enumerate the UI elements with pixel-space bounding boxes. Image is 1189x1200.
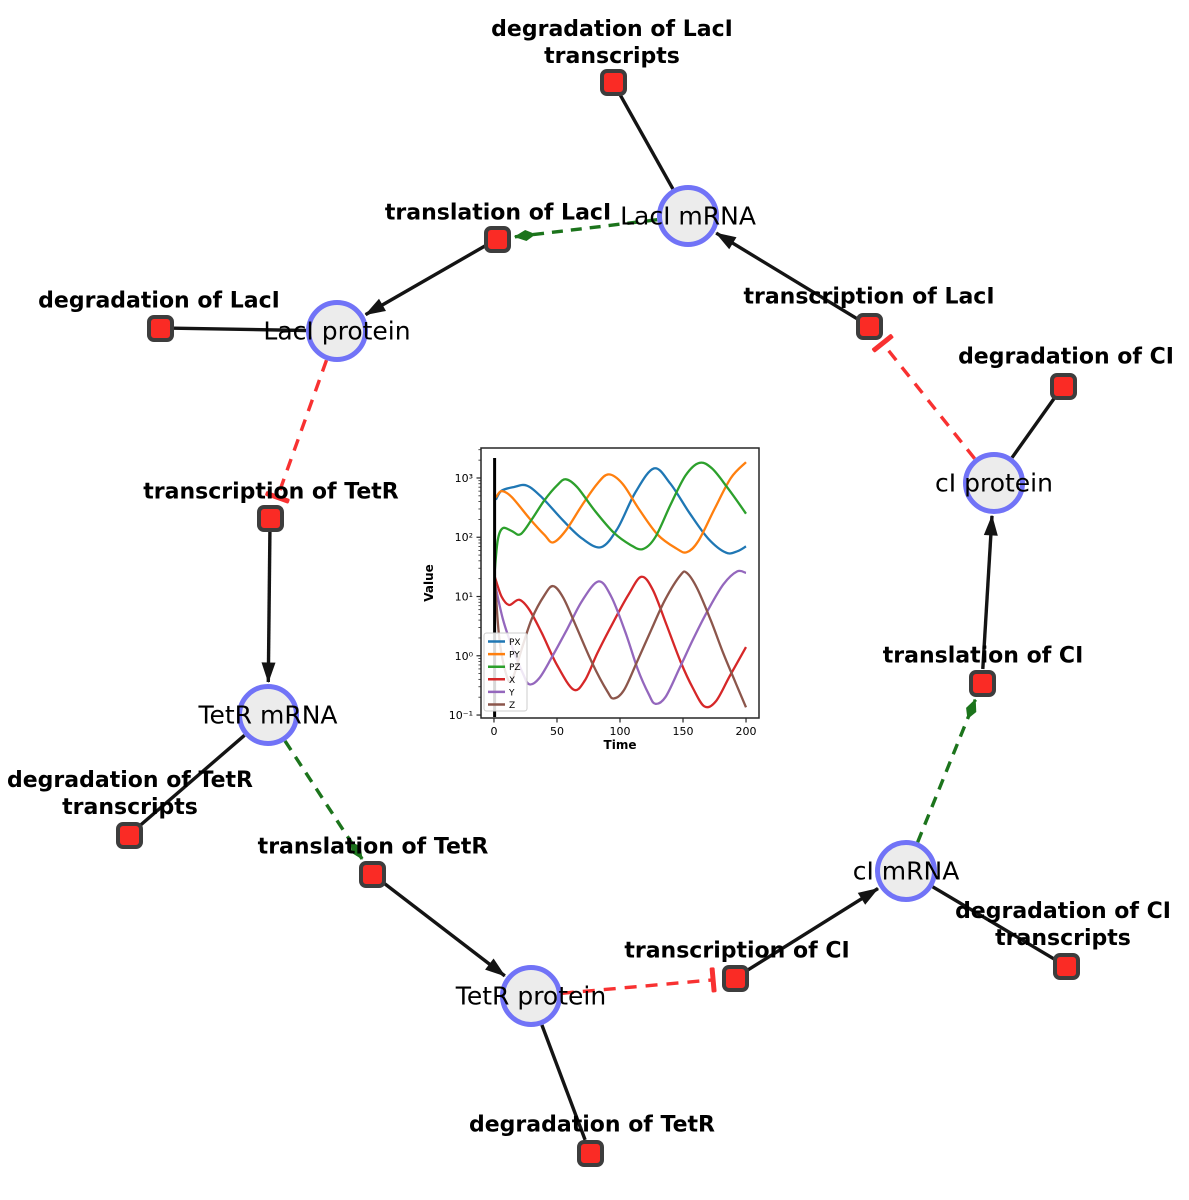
series-line-PX [494,467,747,555]
legend-label-X: X [509,676,515,686]
x-tick-label: 50 [550,725,564,738]
edge-production-translation-tetr-tetr-protein [382,881,506,978]
legend-label-Z: Z [509,701,515,711]
edge-consumption-tetr-mrna-deg-tetr-transcripts [138,734,246,828]
x-axis-label: Time [604,738,637,752]
legend-label-PZ: PZ [509,663,521,673]
x-tick-label: 0 [490,725,497,738]
edge-modifier-tetr-mrna-translation-tetr [283,739,364,860]
edge-modifier-ci-mrna-translation-ci [916,698,977,843]
edge-inhibition-tetr-protein-transcription-ci [561,967,717,995]
edge-production-translation-laci-laci-protein [364,244,486,317]
edge-inhibition-ci-protein-transcription-laci [871,334,977,460]
y-tick-label: 10⁰ [455,650,474,663]
y-tick-label: 10¹ [455,591,473,604]
edge-modifier-laci-mrna-translation-laci [513,218,658,241]
time-series-chart: 10³ 10² 10¹ 10⁰ 10⁻¹ 0 50 100 150 200 PX PY PZ X Y Z Tim… [415,430,795,775]
series-line-Z [493,570,748,708]
edge-inhibition-laci-protein-transcription-tetr [265,359,329,504]
edge-consumption-ci-mrna-deg-ci-transcripts [931,885,1055,961]
y-tick-label: 10⁻¹ [449,709,473,722]
series-line-X [493,575,748,709]
edge-production-transcription-tetr-tetr-mrna [261,531,276,683]
edge-consumption-tetr-protein-deg-tetr [540,1024,587,1141]
y-axis-label: Value [422,564,436,602]
edge-consumption-laci-mrna-deg-laci-transcripts [618,93,675,190]
legend-label-PY: PY [509,651,520,661]
legend-label-Y: Y [508,688,515,698]
edge-production-transcription-laci-laci-mrna [715,231,858,321]
x-tick-label: 200 [736,725,757,738]
edge-consumption-ci-protein-deg-ci [1010,396,1057,459]
edge-production-transcription-ci-ci-mrna [745,887,879,973]
series-line-Y [493,569,747,706]
edge-production-translation-ci-ci-protein [981,514,998,670]
x-tick-label: 100 [610,725,631,738]
y-tick-label: 10³ [455,472,473,485]
x-tick-label: 150 [673,725,694,738]
y-tick-label: 10² [455,531,473,544]
edge-consumption-laci-protein-deg-laci [173,326,307,333]
series-line-PY [494,461,747,554]
chart-frame [480,447,760,719]
legend-label-PX: PX [509,638,521,648]
series-line-PZ [493,461,747,574]
